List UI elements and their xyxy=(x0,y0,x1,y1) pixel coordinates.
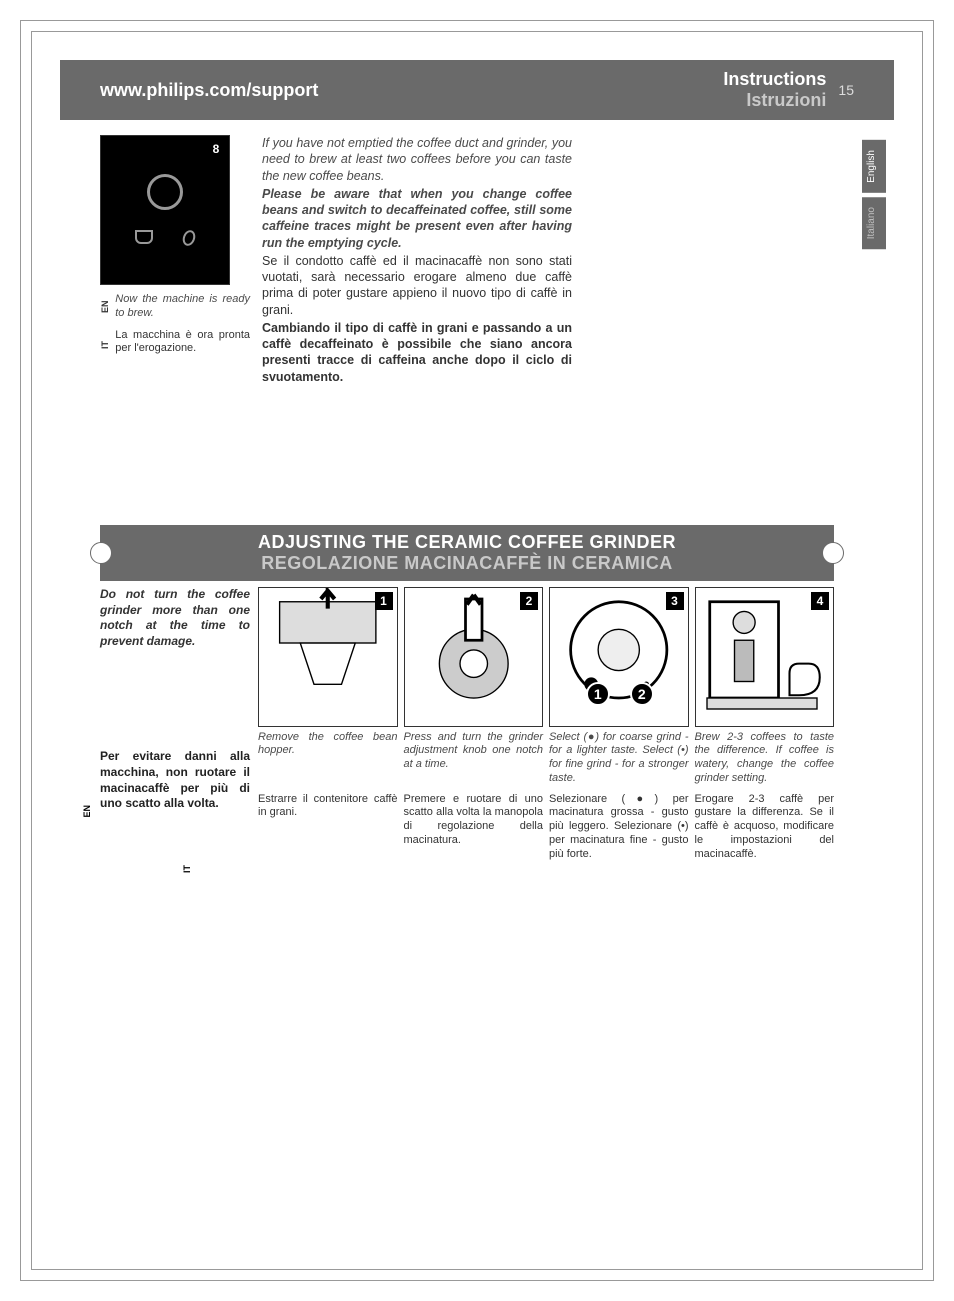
captions-en: Remove the coffee bean hopper. Press and… xyxy=(258,727,834,789)
section-top: 8 EN Now the machine is ready to brew. I… xyxy=(100,135,834,387)
cup-icon xyxy=(135,230,153,244)
step2-it: Premere e ruotare di uno scatto alla vol… xyxy=(404,793,544,862)
language-tabs: English Italiano xyxy=(862,140,894,253)
header-title-it: Istruzioni xyxy=(723,90,826,111)
swirl-icon xyxy=(147,174,183,210)
en-label: EN xyxy=(100,293,111,313)
section-title-it: REGOLAZIONE MACINACAFFÈ IN CERAMICA xyxy=(261,553,673,574)
step-images: 1 2 3 1 2 xyxy=(258,587,834,727)
mark-1: 1 xyxy=(586,682,610,706)
header-right: Instructions Istruzioni 15 xyxy=(723,69,854,111)
mark-2: 2 xyxy=(630,682,654,706)
step2-image: 2 xyxy=(404,587,544,727)
step1-en: Remove the coffee bean hopper. xyxy=(258,731,398,789)
step8-caption-it: La macchina è ora pronta per l'erogazion… xyxy=(115,329,250,357)
section-grinder: ADJUSTING THE CERAMIC COFFEE GRINDER REG… xyxy=(100,525,834,861)
step8-caption-en: Now the machine is ready to brew. xyxy=(115,293,250,321)
header-bar: www.philips.com/support Instructions Ist… xyxy=(60,60,894,120)
tab-italiano[interactable]: Italiano xyxy=(862,197,886,249)
step1-it: Estrarre il contenitore caffè in grani. xyxy=(258,793,398,862)
step3-en: Select (●) for coarse grind - for a ligh… xyxy=(549,731,689,789)
step8-badge: 8 xyxy=(207,140,225,158)
section-title-en: ADJUSTING THE CERAMIC COFFEE GRINDER xyxy=(258,532,676,553)
note-it-2: Cambiando il tipo di caffè in grani e pa… xyxy=(262,320,572,385)
warn-en-label: EN xyxy=(82,805,94,818)
page-number: 15 xyxy=(838,82,854,98)
step4-it: Erogare 2-3 caffè per gustare la differe… xyxy=(695,793,835,862)
warning-column: Do not turn the coffee grinder more than… xyxy=(100,587,250,861)
it-row-label: IT xyxy=(182,865,192,873)
step8-column: 8 EN Now the machine is ready to brew. I… xyxy=(100,135,250,387)
warn-it: Per evitare danni alla macchina, non ruo… xyxy=(100,749,250,811)
note-en-1: If you have not emptied the coffee duct … xyxy=(262,135,572,184)
header-title-en: Instructions xyxy=(723,69,826,90)
step2-en: Press and turn the grinder adjustment kn… xyxy=(404,731,544,789)
step1-image: 1 xyxy=(258,587,398,727)
step1-badge: 1 xyxy=(375,592,393,610)
bean-icon xyxy=(181,228,198,247)
notes-column: If you have not emptied the coffee duct … xyxy=(262,135,572,387)
it-label: IT xyxy=(100,329,111,349)
step3-image: 3 1 2 xyxy=(549,587,689,727)
step4-en: Brew 2-3 coffees to taste the difference… xyxy=(695,731,835,789)
section-title: ADJUSTING THE CERAMIC COFFEE GRINDER REG… xyxy=(100,525,834,581)
step2-badge: 2 xyxy=(520,592,538,610)
header-url: www.philips.com/support xyxy=(100,80,318,101)
step3-it: Selezionare (●) per macinatura grossa - … xyxy=(549,793,689,862)
steps-column: 1 2 3 1 2 xyxy=(258,587,834,861)
warn-en: Do not turn the coffee grinder more than… xyxy=(100,587,250,649)
note-en-2: Please be aware that when you change cof… xyxy=(262,186,572,251)
captions-it: Estrarre il contenitore caffè in grani. … xyxy=(258,789,834,862)
step4-badge: 4 xyxy=(811,592,829,610)
step4-image: 4 xyxy=(695,587,835,727)
note-it-1: Se il condotto caffè ed il macinacaffè n… xyxy=(262,253,572,318)
step8-image: 8 xyxy=(100,135,230,285)
step3-badge: 3 xyxy=(666,592,684,610)
tab-english[interactable]: English xyxy=(862,140,886,193)
